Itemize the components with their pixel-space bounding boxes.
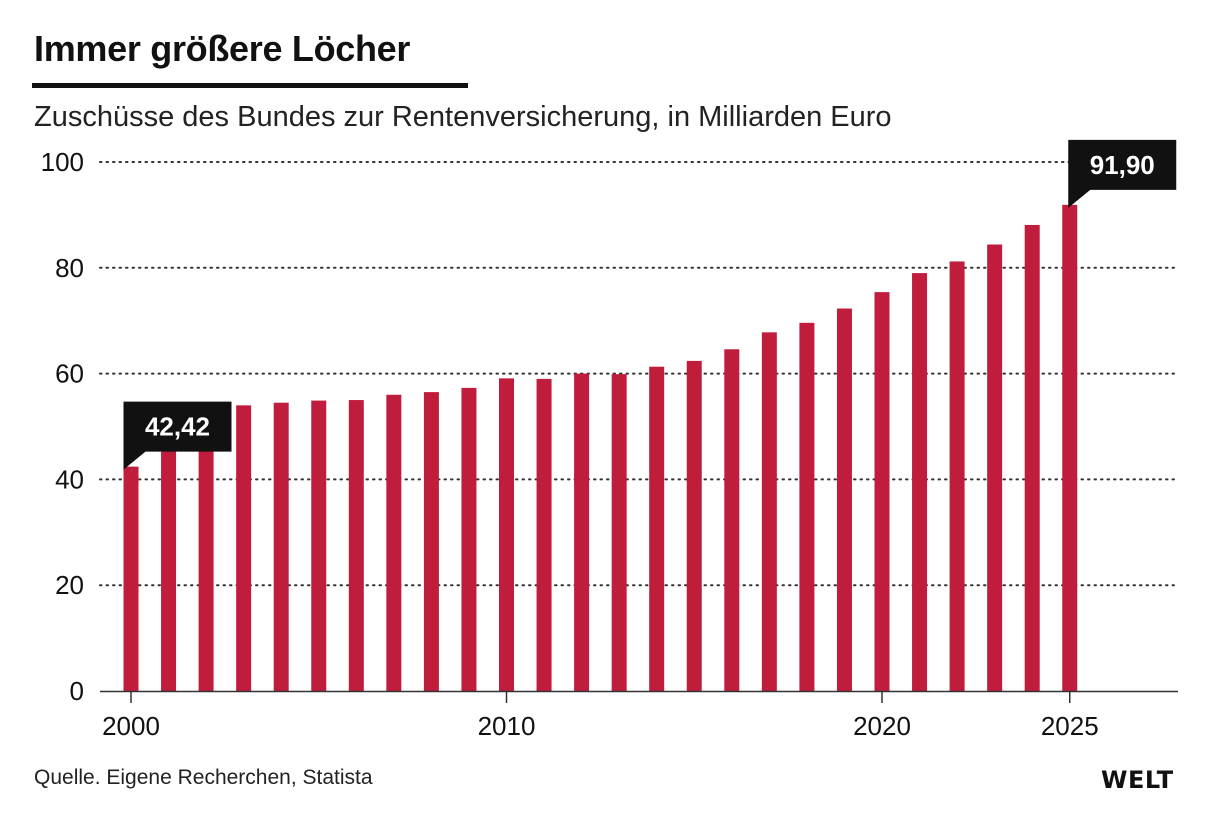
callout-label-2000: 42,42 <box>145 412 210 442</box>
bar-2017 <box>761 332 777 691</box>
title-underline <box>32 83 468 88</box>
bar-2024 <box>1024 224 1040 692</box>
y-tick-label-40: 40 <box>55 464 84 494</box>
callout-2025 <box>1068 139 1177 208</box>
bar-2014 <box>649 366 665 691</box>
bar-2007 <box>386 394 402 691</box>
bar-2011 <box>536 378 552 691</box>
x-tick-label-2020: 2020 <box>853 711 911 741</box>
bar-2023 <box>987 244 1003 692</box>
y-tick-label-60: 60 <box>55 359 84 389</box>
bar-2006 <box>348 400 364 691</box>
bar-2008 <box>423 392 439 691</box>
y-tick-label-20: 20 <box>55 570 84 600</box>
bar-2022 <box>949 261 965 691</box>
x-tick-label-2000: 2000 <box>102 711 160 741</box>
bar-2018 <box>799 322 815 691</box>
bar-2001 <box>161 447 177 691</box>
x-tick-label-2025: 2025 <box>1041 711 1099 741</box>
bar-2025 <box>1062 204 1078 691</box>
bar-2009 <box>461 387 477 691</box>
x-tick-label-2010: 2010 <box>478 711 536 741</box>
bar-2021 <box>912 273 928 691</box>
bar-2004 <box>273 402 289 691</box>
y-tick-label-100: 100 <box>41 147 84 177</box>
bar-2016 <box>724 349 740 691</box>
y-tick-label-80: 80 <box>55 253 84 283</box>
callout-2000 <box>123 401 232 470</box>
bar-2012 <box>574 373 590 691</box>
bar-2020 <box>874 292 890 691</box>
welt-logo: WELT <box>1101 766 1174 794</box>
bar-2010 <box>499 378 514 691</box>
chart-title: Immer größere Löcher <box>34 28 411 69</box>
chart-subtitle: Zuschüsse des Bundes zur Rentenversicher… <box>34 101 892 133</box>
bar-2003 <box>236 405 252 691</box>
bar-2005 <box>311 400 327 691</box>
source-note: Quelle. Eigene Recherchen, Statista <box>34 766 373 789</box>
bar-2019 <box>836 308 852 691</box>
bar-2002 <box>198 430 214 691</box>
y-tick-label-0: 0 <box>70 676 84 706</box>
callout-label-2025: 91,90 <box>1090 150 1155 180</box>
bar-2015 <box>686 360 702 691</box>
bar-2013 <box>611 374 627 691</box>
bar-2000 <box>123 466 139 691</box>
